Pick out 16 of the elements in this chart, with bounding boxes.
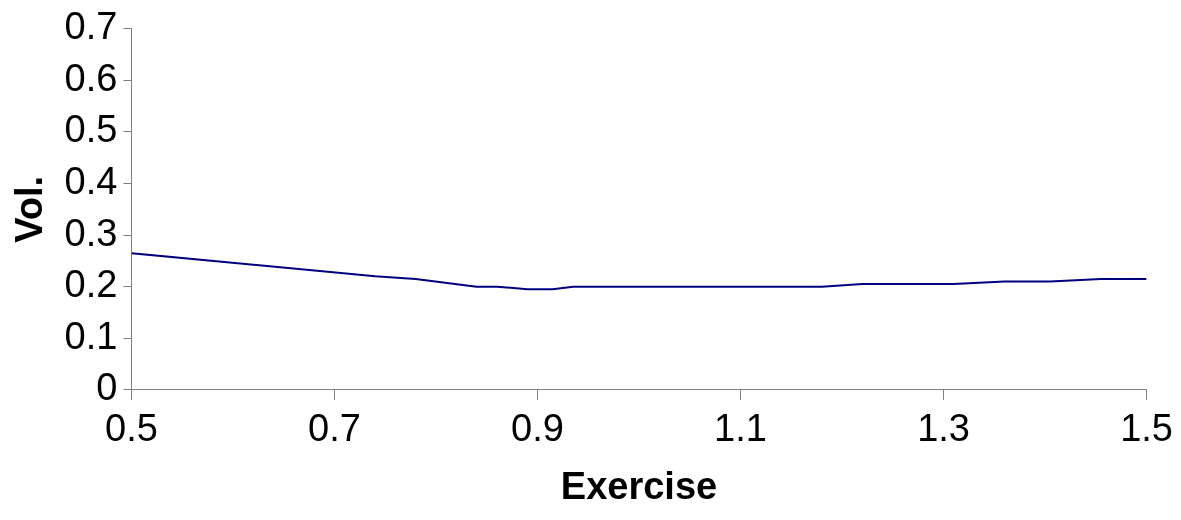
y-tick-label: 0.6	[64, 56, 118, 99]
y-tick-label: 0.3	[64, 211, 118, 254]
x-tick-label: 0.7	[308, 407, 361, 450]
y-tick-label: 0.5	[64, 108, 118, 151]
x-tick-label: 1.3	[917, 407, 970, 450]
x-tick-label: 1.1	[714, 407, 767, 450]
y-tick-label: 0	[96, 366, 118, 409]
y-tick-label: 0.4	[64, 160, 118, 202]
y-tick-label: 0.2	[64, 263, 118, 306]
y-tick-label: 0.1	[64, 314, 118, 357]
x-tick-label: 1.5	[1120, 407, 1173, 450]
y-axis-title: Vol.	[8, 175, 51, 243]
x-tick-label: 0.5	[105, 407, 158, 450]
y-tick-label: 0.7	[64, 5, 118, 48]
x-tick-label: 0.9	[511, 407, 564, 450]
x-axis-title: Exercise	[560, 464, 718, 507]
